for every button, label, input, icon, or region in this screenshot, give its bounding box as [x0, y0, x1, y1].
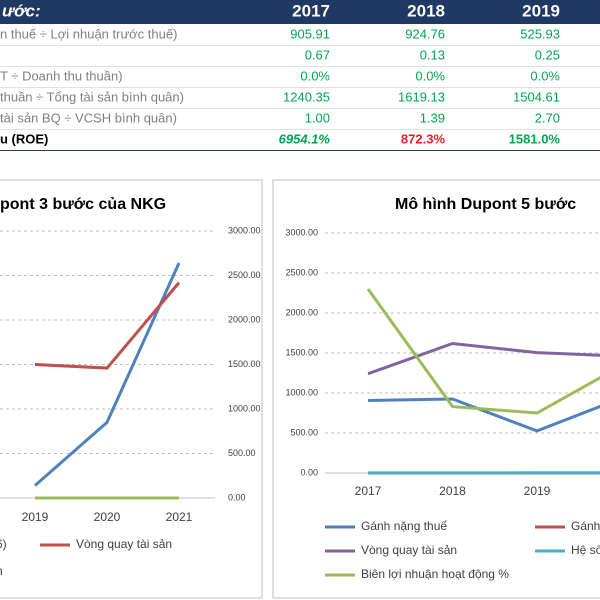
x-tick-label: 2017 — [355, 484, 382, 498]
series-line — [367, 397, 600, 433]
table-title: ước: — [2, 1, 41, 20]
cell: 0.25 — [535, 47, 560, 62]
cell: 1.00 — [305, 110, 330, 125]
cell: 1504.61 — [513, 89, 560, 104]
column-header: 2019 — [522, 1, 560, 20]
row-label: T ÷ Doanh thu thuần) — [0, 68, 123, 83]
legend-label: Gánh — [571, 519, 600, 533]
y-tick-label: 2000.00 — [228, 314, 261, 324]
cell: 0.0% — [530, 68, 560, 83]
x-tick-label: 2021 — [166, 510, 193, 524]
cell: 0.0% — [415, 68, 445, 83]
table-header — [0, 0, 600, 24]
y-tick-label: 500.00 — [290, 427, 318, 437]
cell: 1240.35 — [283, 89, 330, 104]
row-label: u (ROE) — [0, 131, 48, 146]
legend-label: Gánh nặng thuế — [361, 519, 447, 533]
cell: 6954.1% — [279, 131, 331, 146]
cell: 872.3% — [401, 131, 446, 146]
x-tick-label: 2018 — [439, 484, 466, 498]
y-tick-label: 2500.00 — [285, 267, 318, 277]
y-tick-label: 3000.00 — [228, 225, 261, 235]
x-tick-label: 2019 — [22, 510, 49, 524]
y-tick-label: 1500.00 — [285, 347, 318, 357]
legend-label: h — [0, 564, 3, 578]
chart-title: Mô hình Dupont 5 bước — [395, 196, 576, 213]
legend-label: Vòng quay tài sản — [76, 537, 172, 551]
series-line — [34, 281, 181, 370]
column-header: 2018 — [407, 1, 445, 20]
series-line — [367, 341, 600, 376]
legend-label: Biên lợi nhuận hoạt động % — [361, 567, 509, 581]
cell: 2.70 — [535, 110, 560, 125]
legend-label: Hệ số — [571, 543, 600, 557]
row-label: tài sản BQ ÷ VCSH bình quân) — [0, 110, 177, 125]
legend-label: Vòng quay tài sản — [361, 543, 457, 557]
cell: 1619.13 — [398, 89, 445, 104]
cell: 525.93 — [520, 26, 560, 41]
cell: 905.91 — [290, 26, 330, 41]
y-tick-label: 1000.00 — [228, 403, 261, 413]
x-tick-label: 2020 — [94, 510, 121, 524]
y-tick-label: 2500.00 — [228, 270, 261, 280]
cell: 0.0% — [300, 68, 330, 83]
series-line — [366, 288, 600, 415]
cell: 0.67 — [305, 47, 330, 62]
legend-label: 6) — [0, 537, 7, 551]
y-tick-label: 0.00 — [228, 492, 246, 502]
y-tick-label: 1500.00 — [228, 359, 261, 369]
cell: 924.76 — [405, 26, 445, 41]
y-tick-label: 3000.00 — [285, 227, 318, 237]
y-tick-label: 2000.00 — [285, 307, 318, 317]
row-label: n thuế ÷ Lợi nhuận trước thuế) — [0, 26, 177, 41]
chart-frame — [0, 179, 263, 599]
y-tick-label: 1000.00 — [285, 387, 318, 397]
chart-title: pont 3 bước của NKG — [0, 196, 166, 213]
column-header: 2017 — [292, 1, 330, 20]
x-tick-label: 2019 — [524, 484, 551, 498]
y-tick-label: 500.00 — [228, 448, 256, 458]
row-label: thuần ÷ Tổng tài sản bình quân) — [0, 89, 184, 104]
y-tick-label: 0.00 — [300, 467, 318, 477]
cell: 0.13 — [420, 47, 445, 62]
cell: 1.39 — [420, 110, 445, 125]
cell: 1581.0% — [509, 131, 561, 146]
series-line — [34, 262, 181, 487]
chart-frame — [272, 179, 600, 599]
